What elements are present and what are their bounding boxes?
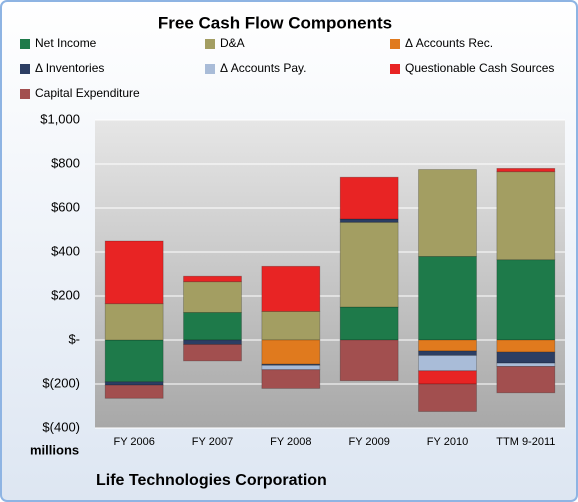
- bar-segment: [418, 383, 477, 412]
- legend-swatch: [205, 64, 215, 74]
- bar-segment: [104, 240, 164, 305]
- legend-swatch: [390, 64, 400, 74]
- legend-swatch: [20, 39, 30, 49]
- bar-segment: [104, 303, 164, 341]
- bar-segment: [104, 339, 164, 383]
- bar-segment: [104, 384, 164, 399]
- bar-segment: [496, 365, 556, 394]
- chart-title: Free Cash Flow Components: [158, 13, 392, 32]
- bar-segment: [183, 275, 242, 283]
- x-tick-label: FY 2006: [113, 436, 154, 448]
- bar-segment: [339, 306, 399, 341]
- bar-segment: [339, 218, 399, 223]
- bar-segment: [496, 351, 556, 364]
- bar-segment: [418, 339, 477, 352]
- legend-swatch: [20, 64, 30, 74]
- bar-segment: [418, 354, 477, 372]
- bar-segment: [261, 265, 321, 312]
- y-tick-label: $800: [51, 155, 80, 170]
- bar-segment: [418, 169, 477, 257]
- legend-label: Δ Accounts Rec.: [405, 36, 493, 50]
- plot-area: [95, 120, 565, 428]
- bar-segment: [418, 255, 477, 341]
- legend-swatch: [205, 39, 215, 49]
- bar-segment: [339, 339, 399, 382]
- bar-segment: [261, 369, 321, 389]
- x-tick-label: TTM 9-2011: [496, 436, 555, 448]
- bar-segment: [261, 310, 321, 341]
- bar-segment: [418, 370, 477, 385]
- y-tick-label: $600: [51, 199, 80, 214]
- bar-segment: [183, 343, 242, 362]
- x-tick-label: FY 2007: [192, 436, 233, 448]
- y-tick-label: $400: [51, 243, 80, 258]
- legend-label: Δ Inventories: [35, 61, 104, 75]
- bar-segment: [418, 350, 477, 356]
- x-tick-label: FY 2009: [348, 436, 389, 448]
- bar-segment: [496, 171, 556, 261]
- bar-segment: [496, 259, 556, 341]
- bar-segment: [261, 339, 321, 365]
- legend-swatch: [20, 89, 30, 99]
- bar-segment: [339, 221, 399, 308]
- bar-segment: [183, 339, 242, 345]
- unit-label: millions: [30, 442, 79, 457]
- x-tick-label: FY 2008: [270, 436, 311, 448]
- bar-segment: [183, 312, 242, 341]
- bar-segment: [104, 381, 164, 386]
- bar-segment: [261, 364, 321, 371]
- bar-segment: [496, 362, 556, 367]
- legend-label: D&A: [220, 36, 245, 50]
- y-tick-label: $200: [51, 287, 80, 302]
- legend-label: Δ Accounts Pay.: [220, 61, 307, 75]
- legend-label: Capital Expenditure: [35, 86, 140, 100]
- footer: Life Technologies Corporation: [96, 472, 327, 489]
- legend-label: Net Income: [35, 36, 97, 50]
- x-tick-label: FY 2010: [427, 436, 468, 448]
- bar-segment: [339, 176, 399, 220]
- y-tick-label: $(200): [42, 375, 80, 390]
- y-tick-label: $(400): [42, 419, 80, 434]
- bar-segment: [496, 339, 556, 353]
- bar-segment: [183, 281, 242, 313]
- y-tick-label: $1,000: [40, 111, 80, 126]
- bar-segment: [496, 167, 556, 173]
- legend-swatch: [390, 39, 400, 49]
- legend-label: Questionable Cash Sources: [405, 61, 554, 75]
- y-tick-label: $-: [68, 331, 80, 346]
